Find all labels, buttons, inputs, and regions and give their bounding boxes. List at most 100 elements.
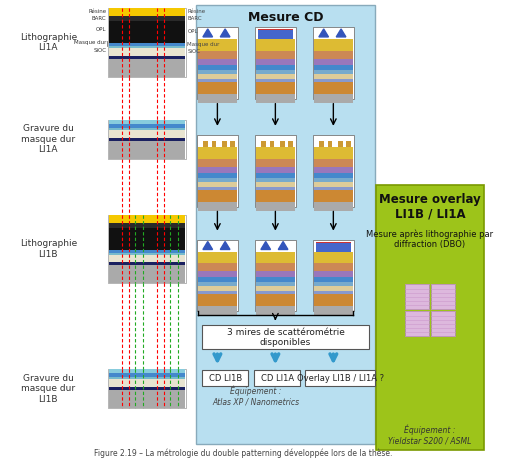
Text: Overlay LI1B / LI1A ?: Overlay LI1B / LI1A ? <box>296 374 384 383</box>
Bar <box>198 159 237 167</box>
Bar <box>256 173 295 178</box>
Bar <box>314 263 352 271</box>
Bar <box>258 29 293 30</box>
Bar <box>109 141 184 159</box>
Bar <box>256 65 295 70</box>
Text: CD LI1B: CD LI1B <box>209 374 242 383</box>
Bar <box>256 82 295 94</box>
Bar <box>314 51 352 59</box>
Bar <box>109 43 184 46</box>
Bar <box>198 263 237 271</box>
Bar <box>198 294 237 307</box>
Text: Lithographie
LI1B: Lithographie LI1B <box>20 239 77 259</box>
Bar <box>306 370 375 386</box>
Bar <box>314 202 352 211</box>
Bar <box>198 59 237 65</box>
Polygon shape <box>220 29 230 37</box>
Bar <box>314 59 352 65</box>
Bar <box>198 74 237 79</box>
Bar <box>198 82 237 94</box>
Bar <box>346 141 351 147</box>
Polygon shape <box>203 241 213 250</box>
Text: Mesure overlay
LI1B / LI1A: Mesure overlay LI1B / LI1A <box>379 193 481 221</box>
Bar <box>256 94 295 103</box>
Bar <box>198 39 237 51</box>
Text: OPL: OPL <box>187 29 198 34</box>
Bar <box>313 240 354 311</box>
Bar <box>314 65 352 70</box>
Bar <box>109 377 184 379</box>
Bar <box>313 135 354 207</box>
Polygon shape <box>203 29 213 37</box>
Bar <box>198 182 237 187</box>
Text: Mesure CD: Mesure CD <box>248 11 323 24</box>
Bar <box>198 282 237 286</box>
Bar <box>405 311 429 336</box>
Bar <box>198 178 237 182</box>
Bar <box>109 250 184 252</box>
Bar <box>198 94 237 103</box>
Text: Résine: Résine <box>187 10 206 15</box>
Bar <box>198 277 237 282</box>
Bar <box>108 214 185 284</box>
Bar <box>109 228 184 250</box>
Bar <box>314 94 352 103</box>
Bar <box>202 325 369 349</box>
Bar <box>109 59 184 77</box>
Bar <box>314 173 352 178</box>
Bar <box>328 141 332 147</box>
Bar <box>198 65 237 70</box>
Bar <box>202 370 248 386</box>
Bar <box>109 223 184 228</box>
Bar <box>198 271 237 277</box>
Bar <box>256 147 295 159</box>
Bar <box>256 190 295 202</box>
Bar <box>255 135 295 207</box>
Text: Gravure du
masque dur
LI1B: Gravure du masque dur LI1B <box>21 374 75 403</box>
Bar <box>222 141 227 147</box>
Bar <box>109 373 184 377</box>
Text: SiOC: SiOC <box>93 48 106 53</box>
Bar <box>256 79 295 82</box>
Bar <box>256 74 295 79</box>
Bar <box>256 202 295 211</box>
Bar <box>314 187 352 190</box>
Text: SiOC: SiOC <box>187 50 200 55</box>
Text: OPL: OPL <box>96 28 106 33</box>
Bar <box>314 307 352 315</box>
Bar <box>316 241 351 252</box>
Bar <box>256 252 295 263</box>
Bar <box>198 190 237 202</box>
Polygon shape <box>278 241 288 250</box>
Bar <box>256 59 295 65</box>
Bar <box>314 39 352 51</box>
Bar <box>316 241 351 243</box>
Bar <box>109 8 184 16</box>
Bar <box>314 282 352 286</box>
Bar <box>109 124 184 128</box>
Bar <box>198 187 237 190</box>
Bar <box>203 141 208 147</box>
Text: Équipement :
Yieldstar S200 / ASML: Équipement : Yieldstar S200 / ASML <box>388 425 472 446</box>
Polygon shape <box>220 241 230 250</box>
Bar <box>198 291 237 294</box>
Text: BARC: BARC <box>92 17 106 22</box>
Bar <box>198 286 237 291</box>
Bar <box>108 120 185 159</box>
Bar <box>270 141 274 147</box>
Bar <box>313 27 354 99</box>
Bar <box>256 159 295 167</box>
Bar <box>109 56 184 59</box>
Bar <box>314 182 352 187</box>
Bar <box>314 271 352 277</box>
Bar <box>109 254 184 263</box>
Bar <box>212 141 217 147</box>
Text: CD LI1A: CD LI1A <box>261 374 294 383</box>
Bar <box>256 294 295 307</box>
Text: Équipement :
Atlas XP / Nanometrics: Équipement : Atlas XP / Nanometrics <box>212 386 299 407</box>
Bar <box>314 277 352 282</box>
Bar <box>256 167 295 173</box>
Bar <box>256 286 295 291</box>
Text: Résine: Résine <box>88 10 106 15</box>
Bar <box>314 252 352 263</box>
